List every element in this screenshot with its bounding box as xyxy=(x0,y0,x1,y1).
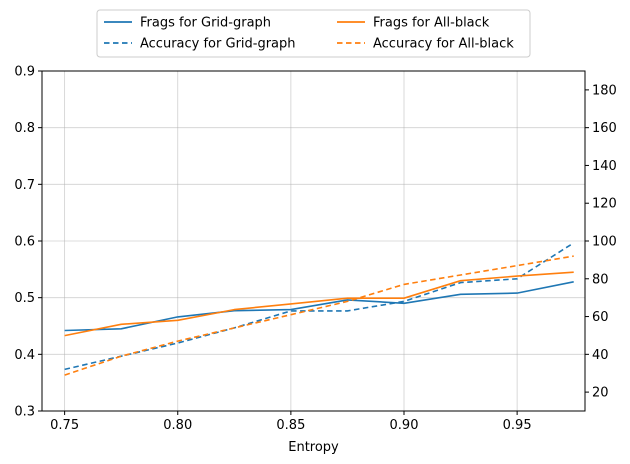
series-line-accuracy-for-grid-graph xyxy=(64,242,575,371)
y-tick-label-left: 0.5 xyxy=(14,291,35,306)
x-tick-label: 0.80 xyxy=(163,418,192,433)
legend-label: Accuracy for All-black xyxy=(373,37,514,52)
legend-label: Frags for All-black xyxy=(373,16,490,31)
x-tick-label: 0.85 xyxy=(276,418,305,433)
y-tick-label-right: 100 xyxy=(592,235,617,250)
y-tick-label-right: 180 xyxy=(592,83,617,98)
y-tick-label-right: 20 xyxy=(592,386,609,401)
y-tick-label-left: 0.7 xyxy=(14,178,35,193)
x-tick-label: 0.75 xyxy=(50,418,79,433)
y-tick-label-left: 0.3 xyxy=(14,405,35,420)
y-axis-left: 0.3 0.4 0.5 0.6 0.7 0.8 0.9 xyxy=(14,65,42,420)
y-tick-label-right: 160 xyxy=(592,121,617,136)
legend-label: Frags for Grid-graph xyxy=(140,16,271,31)
y-tick-label-right: 80 xyxy=(592,272,609,287)
legend-label: Accuracy for Grid-graph xyxy=(140,37,296,52)
series-line-accuracy-for-all-black xyxy=(64,255,574,376)
y-tick-label-right: 120 xyxy=(592,197,617,212)
y-axis-right: 20 40 60 80 100 120 140 160 180 xyxy=(585,83,617,401)
x-tick-label: 0.95 xyxy=(503,418,532,433)
grid-lines xyxy=(42,70,585,412)
x-axis-label: Entropy xyxy=(288,440,339,455)
series-line-frags-for-all-black xyxy=(64,271,574,337)
legend-box xyxy=(96,9,531,58)
y-tick-label-right: 140 xyxy=(592,159,617,174)
y-tick-label-right: 60 xyxy=(592,310,609,325)
y-tick-label-left: 0.9 xyxy=(14,65,35,80)
y-tick-label-left: 0.6 xyxy=(14,235,35,250)
y-tick-label-left: 0.4 xyxy=(14,348,35,363)
y-tick-label-left: 0.8 xyxy=(14,121,35,136)
series-lines xyxy=(64,242,575,376)
x-axis: 0.75 0.80 0.85 0.90 0.95 xyxy=(50,411,532,433)
y-tick-label-right: 40 xyxy=(592,348,609,363)
x-tick-label: 0.90 xyxy=(390,418,419,433)
legend: Frags for Grid-graph Accuracy for Grid-gr… xyxy=(96,9,531,58)
